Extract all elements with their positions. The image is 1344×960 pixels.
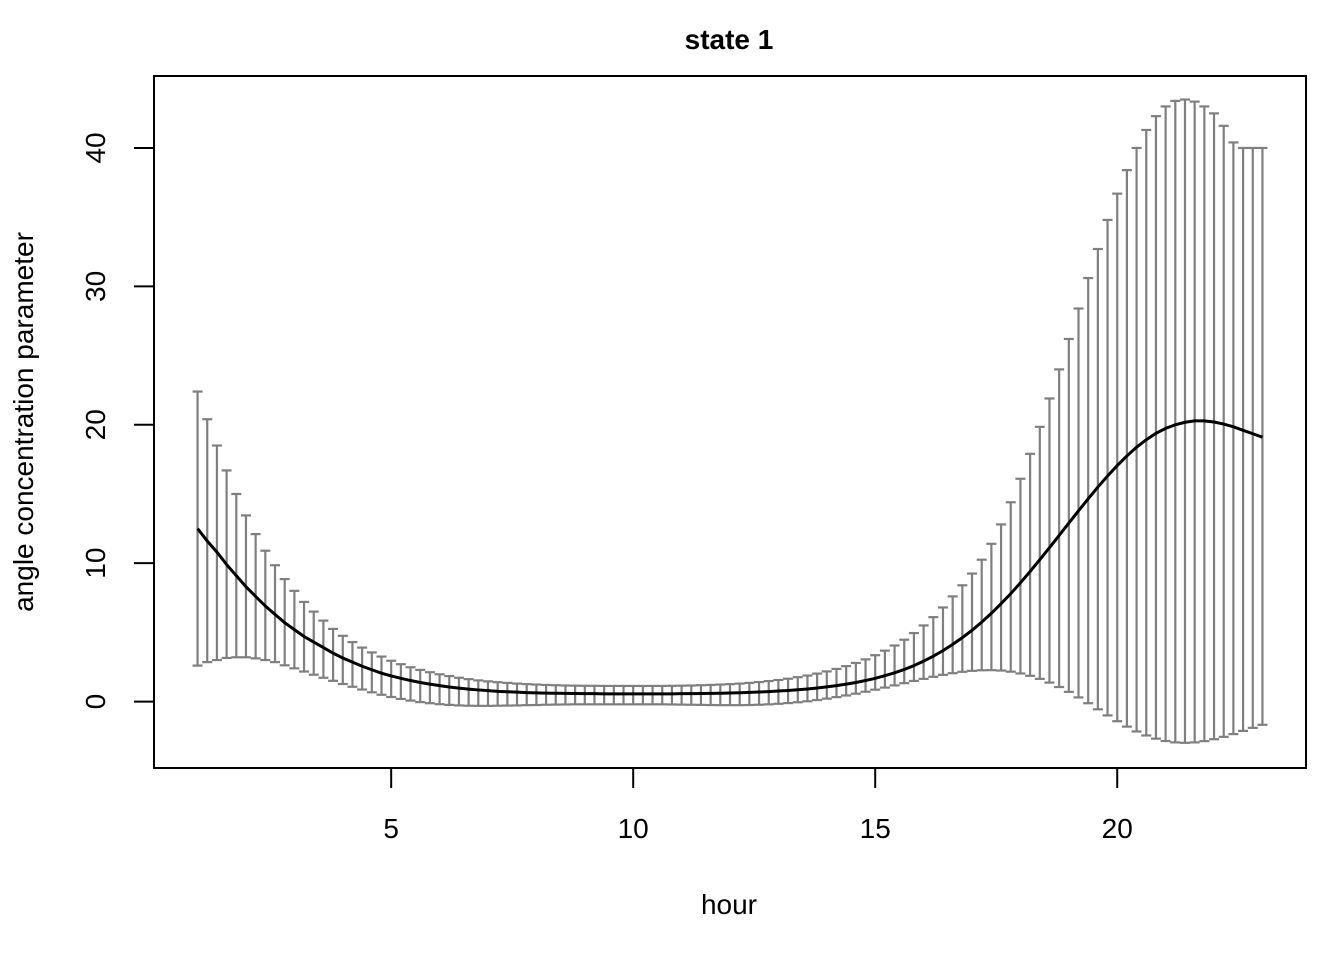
error-bar	[725, 683, 735, 707]
error-bar	[1121, 169, 1132, 728]
error-bar	[1025, 452, 1036, 677]
error-bar	[1044, 397, 1055, 684]
error-bar	[967, 572, 978, 672]
error-bar	[424, 671, 435, 705]
error-bar	[550, 684, 561, 706]
error-bar	[976, 558, 987, 672]
error-bar	[444, 675, 455, 706]
error-bar	[376, 655, 387, 696]
error-bar	[870, 654, 881, 691]
error-bar	[1005, 501, 1016, 673]
error-bar	[899, 638, 910, 685]
error-bar	[473, 679, 484, 707]
error-bar	[821, 670, 832, 700]
error-bar	[1073, 307, 1084, 699]
x-tick-label: 10	[618, 813, 649, 844]
error-bar	[860, 658, 871, 693]
error-bar	[957, 584, 968, 673]
error-bar	[405, 666, 416, 702]
error-bar	[512, 682, 523, 707]
error-bar	[434, 673, 445, 706]
error-bar	[366, 651, 377, 694]
error-bar	[734, 682, 745, 707]
error-bar	[1199, 105, 1210, 743]
y-tick-label: 30	[80, 271, 111, 302]
x-axis-label: hour	[701, 889, 757, 920]
error-bar	[328, 627, 339, 682]
error-bar	[744, 681, 755, 707]
error-bar	[928, 616, 939, 678]
error-bar	[1218, 124, 1229, 738]
error-bar	[337, 634, 348, 686]
x-tick-label: 5	[383, 813, 399, 844]
error-bar	[415, 668, 426, 704]
error-bar	[918, 624, 929, 680]
error-bar	[1247, 146, 1258, 729]
error-bar	[889, 644, 900, 687]
error-bar	[1054, 368, 1065, 689]
error-bar	[357, 646, 368, 691]
error-bar	[1238, 146, 1249, 733]
y-tick-label: 40	[80, 132, 111, 163]
error-bar	[347, 640, 358, 688]
error-bar	[1141, 128, 1152, 737]
error-bar	[463, 678, 474, 707]
y-tick-label: 20	[80, 409, 111, 440]
error-bar	[531, 683, 542, 707]
error-bar	[1015, 477, 1026, 675]
error-bar	[1092, 247, 1103, 711]
error-bar	[947, 595, 958, 675]
error-bar	[908, 631, 919, 683]
error-bar	[1112, 192, 1123, 723]
y-tick-label: 10	[80, 548, 111, 579]
error-bar	[715, 683, 726, 707]
error-bar	[1209, 112, 1220, 741]
x-tick-label: 20	[1102, 813, 1133, 844]
error-bar	[453, 676, 464, 707]
error-bar	[1102, 218, 1113, 717]
error-bar	[560, 684, 571, 706]
error-bar	[482, 680, 493, 707]
error-bar	[502, 681, 513, 707]
error-bar	[831, 667, 842, 699]
error-bar	[850, 661, 861, 695]
error-bar	[937, 606, 948, 676]
error-bar	[395, 663, 406, 701]
error-bar	[541, 683, 552, 706]
error-bar	[986, 542, 997, 672]
y-axis-label: angle concentration parameter	[8, 232, 39, 612]
y-axis: 0 10 20 30 40	[80, 132, 155, 710]
error-bar	[1150, 115, 1161, 740]
chart-title: state 1	[685, 24, 774, 55]
error-bar	[695, 684, 706, 706]
plot-area	[153, 75, 1307, 769]
error-bar	[1063, 337, 1074, 693]
error-bars	[192, 98, 1268, 744]
x-axis: 5 10 15 20	[383, 767, 1133, 844]
error-bar	[879, 649, 890, 689]
error-bar	[705, 683, 716, 707]
error-bar	[841, 665, 852, 697]
series-line	[196, 419, 1263, 696]
x-tick-label: 15	[860, 813, 891, 844]
error-bar	[1083, 276, 1094, 705]
error-bar	[996, 523, 1007, 672]
error-bar	[1170, 99, 1181, 744]
y-tick-label: 0	[80, 694, 111, 710]
error-bar	[521, 683, 532, 707]
error-bar	[492, 681, 503, 707]
error-bar	[1160, 105, 1171, 743]
error-bar	[1034, 425, 1045, 680]
error-bar	[1228, 141, 1239, 736]
error-bar	[386, 659, 397, 699]
error-bar	[1131, 146, 1142, 733]
